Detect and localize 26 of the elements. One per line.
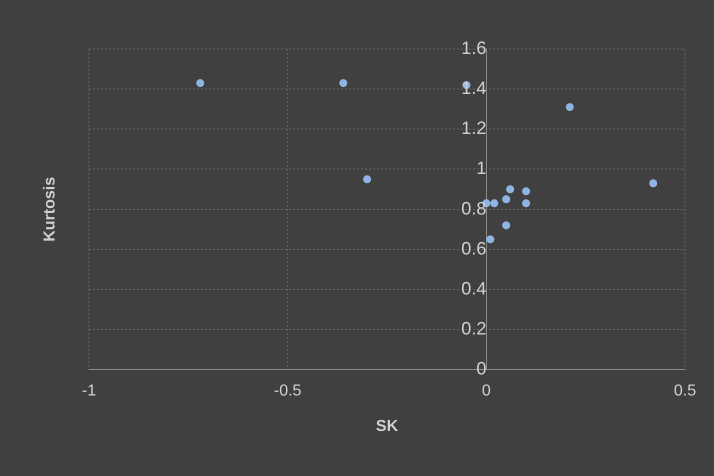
y-axis-title: Kurtosis xyxy=(41,176,58,242)
x-axis-title: SK xyxy=(376,418,399,435)
point xyxy=(490,199,498,208)
point xyxy=(502,221,510,230)
y-tick-label: 0.8 xyxy=(461,198,486,218)
point xyxy=(196,79,204,88)
y-tick-label: 0.6 xyxy=(461,238,486,258)
y-tick-label: 1.6 xyxy=(461,38,486,58)
point xyxy=(506,185,514,194)
y-tick-label: 0 xyxy=(476,358,486,379)
y-tick-label: 0.4 xyxy=(461,278,486,298)
point xyxy=(502,195,510,204)
y-tick-label: 0.2 xyxy=(461,318,486,338)
y-tick-label: 1.4 xyxy=(461,78,486,98)
point xyxy=(566,103,574,112)
x-tick-label: 0.5 xyxy=(674,382,696,400)
point xyxy=(339,79,348,88)
point xyxy=(486,235,494,244)
point xyxy=(522,199,530,208)
x-tick-label: -0.5 xyxy=(274,382,302,400)
point xyxy=(363,175,372,184)
y-tick-label: 1 xyxy=(476,158,486,178)
y-tick-label: 1.2 xyxy=(461,118,486,138)
point xyxy=(649,179,658,188)
point xyxy=(522,187,530,196)
x-tick-label: -1 xyxy=(82,382,96,400)
